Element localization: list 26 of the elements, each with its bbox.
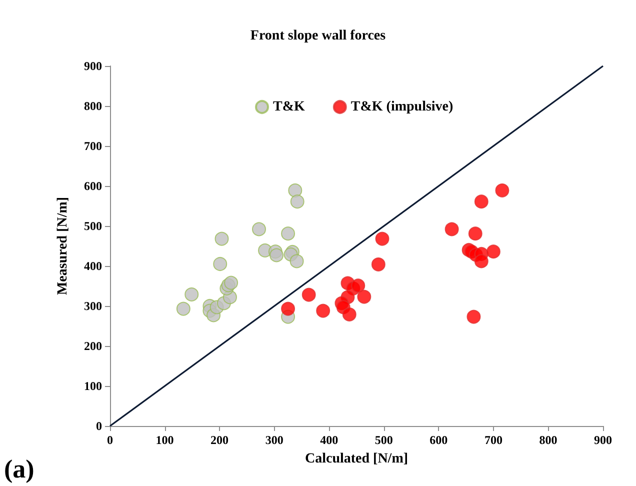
y-axis-title: Measured [N/m] — [56, 196, 70, 296]
x-tick-label: 0 — [107, 433, 113, 447]
x-tick-label: 300 — [265, 433, 284, 447]
y-tick-label: 300 — [84, 299, 102, 313]
x-tick-label: 500 — [374, 433, 393, 447]
x-tick-label: 700 — [484, 433, 502, 447]
text: (a) — [4, 454, 34, 484]
chart-title: Front slope wall forces — [250, 28, 386, 44]
x-tick-label: 900 — [594, 433, 612, 447]
y-tick-label: 700 — [84, 139, 102, 153]
y-tick-label: 100 — [84, 379, 102, 393]
y-tick-label: 500 — [84, 219, 102, 233]
x-tick-label: 800 — [539, 433, 558, 447]
y-tick-label: 800 — [84, 99, 102, 113]
x-tick-label: 100 — [156, 433, 174, 447]
legend-label: T&K — [273, 100, 305, 114]
y-tick-label: 900 — [84, 59, 102, 73]
x-tick-label: 200 — [210, 433, 229, 447]
y-tick-label: 0 — [96, 419, 102, 433]
y-tick-label: 600 — [84, 179, 102, 193]
x-tick-label: 400 — [320, 433, 338, 447]
x-tick-label: 600 — [430, 433, 448, 447]
y-tick-label: 400 — [84, 259, 102, 273]
legend-label: T&K (impulsive) — [350, 100, 454, 114]
y-tick-label: 200 — [84, 339, 102, 353]
x-axis-title: Calculated [N/m] — [304, 452, 408, 466]
